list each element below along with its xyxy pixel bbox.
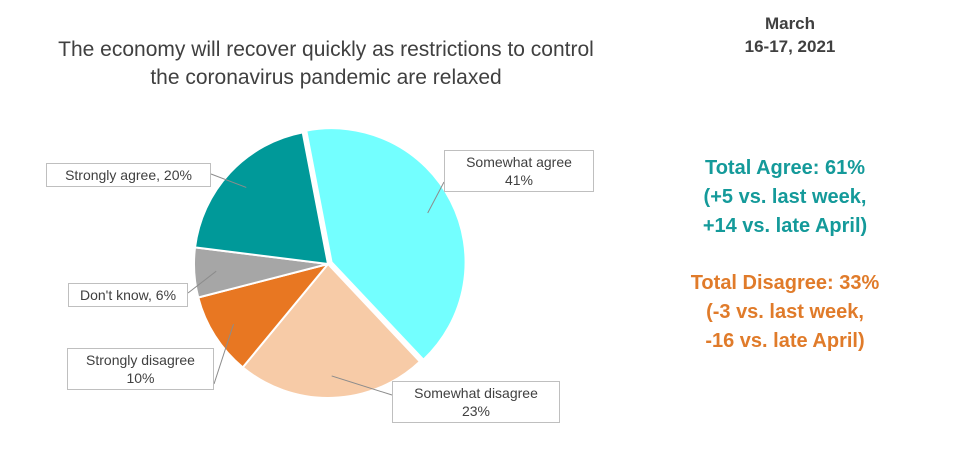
callout-strongly-disagree-value: 10% <box>126 370 155 386</box>
survey-date: March 16-17, 2021 <box>715 12 865 58</box>
leader-line-somewhat-agree <box>427 181 445 214</box>
total-agree-change-april: +14 vs. late April) <box>702 215 868 237</box>
total-agree-change-week: (+5 vs. last week, <box>703 186 867 208</box>
callout-somewhat-disagree-label: Somewhat disagree <box>414 385 538 401</box>
pie-slice-strongly-agree <box>193 131 330 266</box>
total-agree-headline: Total Agree: 61% <box>704 157 866 179</box>
callout-strongly-agree: Strongly agree, 20% <box>46 163 211 187</box>
leader-line-strongly-agree <box>210 173 247 188</box>
total-disagree-summary: Total Disagree: 33% (-3 vs. last week, -… <box>655 269 915 356</box>
leader-line-don-t-know <box>187 270 217 294</box>
chart-title-line-1: The economy will recover quickly as rest… <box>58 38 594 61</box>
callout-dont-know-label: Don't know, 6% <box>79 287 177 303</box>
pie-slice-somewhat-agree <box>305 127 467 362</box>
callout-strongly-agree-label: Strongly agree, 20% <box>65 167 192 183</box>
survey-date-days: 16-17, 2021 <box>744 37 836 56</box>
callout-strongly-disagree-label: Strongly disagree <box>86 352 195 368</box>
pie-slice-somewhat-disagree <box>241 262 422 399</box>
survey-date-month: March <box>764 14 816 33</box>
callout-dont-know: Don't know, 6% <box>68 283 188 307</box>
callout-somewhat-agree: Somewhat agree 41% <box>444 150 594 192</box>
callout-somewhat-disagree-value: 23% <box>461 403 491 419</box>
callout-somewhat-agree-value: 41% <box>504 172 534 188</box>
total-disagree-change-week: (-3 vs. last week, <box>706 301 864 323</box>
total-disagree-headline: Total Disagree: 33% <box>690 272 880 294</box>
leader-line-somewhat-disagree <box>331 375 393 396</box>
total-disagree-change-april: -16 vs. late April) <box>705 330 865 352</box>
chart-title-line-2: the coronavirus pandemic are relaxed <box>150 66 502 89</box>
callout-somewhat-disagree: Somewhat disagree 23% <box>392 381 560 423</box>
leader-line-strongly-disagree <box>213 323 235 385</box>
callout-strongly-disagree: Strongly disagree 10% <box>67 348 214 390</box>
callout-somewhat-agree-label: Somewhat agree <box>466 154 572 170</box>
total-agree-summary: Total Agree: 61% (+5 vs. last week, +14 … <box>655 154 915 241</box>
chart-title: The economy will recover quickly as rest… <box>0 36 652 92</box>
